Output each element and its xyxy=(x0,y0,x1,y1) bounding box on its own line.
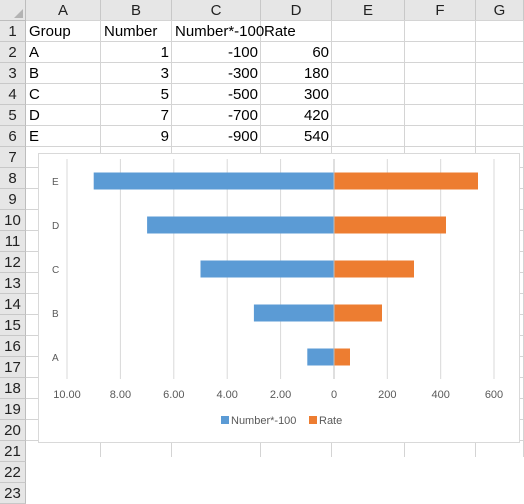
category-label-b: B xyxy=(52,309,59,320)
cell-c5[interactable]: -700 xyxy=(227,107,258,124)
bar-rate-d xyxy=(334,216,446,234)
cell-c4[interactable]: -500 xyxy=(227,86,258,103)
select-all-button[interactable] xyxy=(0,0,26,21)
chart-area[interactable]: A B C D E 10.00 8.00 6.00 4.00 2.00 0 200 400 600 Numb… xyxy=(38,153,520,443)
x-tick-label: 0 xyxy=(331,389,337,401)
row-header-11[interactable]: 11 xyxy=(0,231,26,252)
x-tick-label: 6.00 xyxy=(163,389,184,401)
cell-d6[interactable]: 540 xyxy=(303,128,329,145)
bar-number100-a xyxy=(307,348,334,366)
cell-b2[interactable]: 1 xyxy=(160,44,169,61)
cell-a2[interactable]: A xyxy=(29,44,40,61)
x-tick-label: 4.00 xyxy=(216,389,237,401)
cell-a5[interactable]: D xyxy=(29,107,40,124)
cell-b6[interactable]: 9 xyxy=(160,128,169,145)
header-cell-c1[interactable]: Number*-100 xyxy=(175,23,265,40)
category-label-a: A xyxy=(52,353,59,364)
select-all-triangle-icon xyxy=(14,9,23,18)
bar-rate-c xyxy=(334,260,414,278)
cell-c3[interactable]: -300 xyxy=(227,65,258,82)
cell-c2[interactable]: -100 xyxy=(227,44,258,61)
category-label-c: C xyxy=(52,265,59,276)
cell-d2[interactable]: 60 xyxy=(312,44,329,61)
row-header-8[interactable]: 8 xyxy=(0,168,26,189)
cell-c6[interactable]: -900 xyxy=(227,128,258,145)
bar-rate-b xyxy=(334,304,382,322)
bar-number100-d xyxy=(147,216,334,234)
category-label-d: D xyxy=(52,221,59,232)
row-header-12[interactable]: 12 xyxy=(0,252,26,273)
row-header-13[interactable]: 13 xyxy=(0,273,26,294)
bar-number100-b xyxy=(253,304,334,322)
cell-b5[interactable]: 7 xyxy=(160,107,169,124)
x-tick-label: 10.00 xyxy=(53,389,81,401)
category-label-e: E xyxy=(52,177,59,188)
cell-a3[interactable]: B xyxy=(29,65,40,82)
bar-chart: A B C D E 10.00 8.00 6.00 4.00 2.00 0 200 400 600 Numb… xyxy=(52,159,503,427)
bar-number100-e xyxy=(93,172,334,190)
row-header-5[interactable]: 5 xyxy=(0,105,26,126)
row-header-20[interactable]: 20 xyxy=(0,420,26,441)
row-header-9[interactable]: 9 xyxy=(0,189,26,210)
row-header-22[interactable]: 22 xyxy=(0,462,26,483)
header-cell-b1[interactable]: Number xyxy=(104,23,158,40)
cell-b3[interactable]: 3 xyxy=(160,65,169,82)
x-tick-label: 8.00 xyxy=(110,389,131,401)
row-header-19[interactable]: 19 xyxy=(0,399,26,420)
row-header-23[interactable]: 23 xyxy=(0,483,26,504)
row-header-14[interactable]: 14 xyxy=(0,294,26,315)
row-header-3[interactable]: 3 xyxy=(0,63,26,84)
cell-d4[interactable]: 300 xyxy=(303,86,329,103)
header-cell-a1[interactable]: Group xyxy=(29,23,71,40)
x-tick-label: 600 xyxy=(485,389,503,401)
row-header-10[interactable]: 10 xyxy=(0,210,26,231)
cell-b4[interactable]: 5 xyxy=(160,86,169,103)
row-header-16[interactable]: 16 xyxy=(0,336,26,357)
row-header-4[interactable]: 4 xyxy=(0,84,26,105)
row-header-17[interactable]: 17 xyxy=(0,357,26,378)
cell-d5[interactable]: 420 xyxy=(303,107,329,124)
header-cell-d1[interactable]: Rate xyxy=(264,23,296,40)
legend-label-number: Number*-100 xyxy=(231,415,296,427)
row-header-6[interactable]: 6 xyxy=(0,126,26,147)
legend-label-rate: Rate xyxy=(319,415,342,427)
bar-rate-e xyxy=(334,172,478,190)
row-header-1[interactable]: 1 xyxy=(0,21,26,42)
cell-d3[interactable]: 180 xyxy=(303,65,329,82)
legend-swatch-number xyxy=(221,416,229,424)
row-header-2[interactable]: 2 xyxy=(0,42,26,63)
cell-a6[interactable]: E xyxy=(29,128,40,145)
row-header-18[interactable]: 18 xyxy=(0,378,26,399)
bar-rate-a xyxy=(334,348,350,366)
x-tick-label: 200 xyxy=(378,389,396,401)
cell-a4[interactable]: C xyxy=(29,86,40,103)
x-tick-label: 400 xyxy=(431,389,449,401)
legend-swatch-rate xyxy=(309,416,317,424)
bar-number100-c xyxy=(200,260,334,278)
x-tick-label: 2.00 xyxy=(270,389,291,401)
row-header-15[interactable]: 15 xyxy=(0,315,26,336)
row-header-7[interactable]: 7 xyxy=(0,147,26,168)
